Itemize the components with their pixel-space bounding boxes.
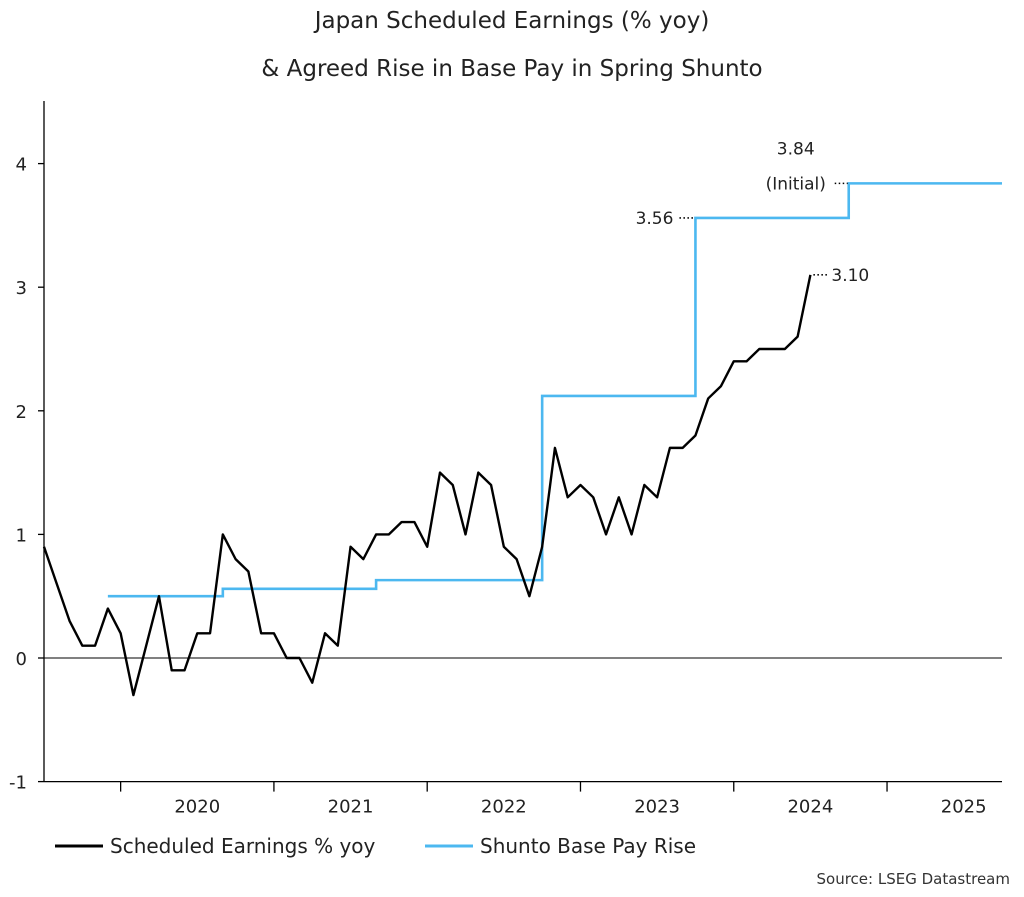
source-note: Source: LSEG Datastream — [817, 870, 1010, 888]
y-tick-label: 2 — [16, 402, 27, 423]
annotations: 3.84 (Initial) 3.56 3.10 — [636, 139, 870, 285]
plot-area — [42, 182, 1002, 697]
legend-label-shunto: Shunto Base Pay Rise — [480, 834, 696, 858]
annotation-label: (Initial) — [766, 174, 826, 194]
chart-title: Japan Scheduled Earnings (% yoy) — [313, 8, 710, 34]
x-tick-label: 2021 — [328, 797, 374, 818]
x-tick-label: 2025 — [941, 797, 987, 818]
y-tick-label: 1 — [16, 525, 27, 546]
series-line-shunto — [107, 182, 1002, 598]
annotation-label: 3.84 — [777, 139, 815, 159]
axes: -1 0 1 2 3 4 2020 2021 2022 2023 2024 2025 — [9, 101, 1002, 818]
y-tick-label: 4 — [16, 155, 27, 176]
annotation-label: 3.10 — [831, 266, 869, 286]
annotation-label: 3.56 — [636, 209, 674, 229]
x-tick-label: 2022 — [481, 797, 527, 818]
x-tick-label: 2020 — [174, 797, 220, 818]
chart-subtitle: & Agreed Rise in Base Pay in Spring Shun… — [261, 56, 762, 82]
legend-label-earnings: Scheduled Earnings % yoy — [110, 834, 376, 858]
legend: Scheduled Earnings % yoy Shunto Base Pay… — [55, 834, 696, 858]
y-tick-label: 3 — [16, 278, 27, 299]
series-line-earnings — [42, 274, 812, 697]
x-tick-label: 2024 — [787, 797, 833, 818]
y-tick-label: -1 — [9, 773, 27, 794]
y-tick-label: 0 — [16, 649, 27, 670]
x-tick-label: 2023 — [634, 797, 680, 818]
